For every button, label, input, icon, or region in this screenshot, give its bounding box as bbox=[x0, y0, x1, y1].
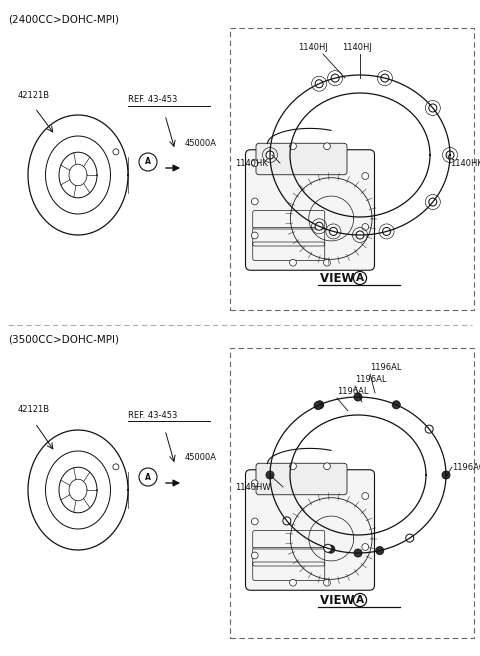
Circle shape bbox=[446, 151, 454, 159]
Text: 1196AL: 1196AL bbox=[355, 375, 386, 384]
Text: 1140HJ: 1140HJ bbox=[298, 43, 328, 52]
Circle shape bbox=[354, 549, 362, 557]
Text: 42121B: 42121B bbox=[18, 91, 50, 100]
Text: VIEW: VIEW bbox=[320, 594, 359, 607]
Circle shape bbox=[289, 463, 296, 470]
Text: 1140HJ: 1140HJ bbox=[342, 43, 372, 52]
Circle shape bbox=[362, 493, 369, 499]
Text: (2400CC>DOHC-MPI): (2400CC>DOHC-MPI) bbox=[8, 14, 119, 24]
Circle shape bbox=[324, 143, 330, 150]
Circle shape bbox=[383, 228, 391, 236]
Circle shape bbox=[324, 544, 332, 552]
Circle shape bbox=[252, 480, 258, 487]
Circle shape bbox=[314, 401, 322, 409]
Bar bbox=[230, 28, 474, 310]
Text: 45000A: 45000A bbox=[185, 138, 217, 148]
Circle shape bbox=[381, 74, 389, 82]
Text: 1196AC: 1196AC bbox=[452, 462, 480, 472]
Circle shape bbox=[425, 425, 433, 433]
Text: REF. 43-453: REF. 43-453 bbox=[128, 411, 178, 419]
Text: (3500CC>DOHC-MPI): (3500CC>DOHC-MPI) bbox=[8, 335, 119, 345]
Circle shape bbox=[252, 160, 258, 167]
Circle shape bbox=[406, 534, 414, 542]
Text: 42121B: 42121B bbox=[18, 405, 50, 415]
Text: 1140HK: 1140HK bbox=[235, 159, 268, 167]
Circle shape bbox=[289, 143, 296, 150]
FancyBboxPatch shape bbox=[256, 463, 347, 495]
Circle shape bbox=[324, 463, 330, 470]
Text: A: A bbox=[356, 273, 364, 283]
Circle shape bbox=[252, 232, 258, 239]
Circle shape bbox=[429, 104, 437, 112]
Circle shape bbox=[327, 545, 335, 553]
FancyBboxPatch shape bbox=[256, 143, 347, 174]
Circle shape bbox=[252, 518, 258, 525]
Text: 1140HW: 1140HW bbox=[235, 483, 271, 491]
Circle shape bbox=[315, 222, 323, 230]
Text: 45000A: 45000A bbox=[185, 453, 217, 462]
Circle shape bbox=[331, 74, 339, 82]
Circle shape bbox=[315, 80, 323, 88]
Circle shape bbox=[324, 579, 330, 586]
Circle shape bbox=[316, 401, 324, 409]
Circle shape bbox=[442, 471, 450, 479]
Text: REF. 43-453: REF. 43-453 bbox=[128, 96, 178, 104]
Circle shape bbox=[266, 151, 274, 159]
Circle shape bbox=[356, 231, 364, 239]
Text: 1140HK: 1140HK bbox=[450, 159, 480, 167]
Text: 1196AL: 1196AL bbox=[337, 388, 369, 396]
Text: 1196AL: 1196AL bbox=[370, 363, 401, 373]
Text: A: A bbox=[356, 595, 364, 605]
Circle shape bbox=[362, 224, 369, 230]
Circle shape bbox=[362, 173, 369, 179]
Circle shape bbox=[266, 471, 274, 479]
Circle shape bbox=[354, 393, 362, 401]
Bar bbox=[230, 348, 474, 638]
FancyBboxPatch shape bbox=[245, 150, 374, 270]
Circle shape bbox=[289, 259, 296, 266]
Circle shape bbox=[283, 517, 291, 525]
Circle shape bbox=[252, 552, 258, 559]
Text: VIEW: VIEW bbox=[320, 272, 359, 285]
Circle shape bbox=[324, 259, 330, 266]
Circle shape bbox=[329, 228, 337, 236]
Circle shape bbox=[362, 544, 369, 550]
Text: A: A bbox=[145, 157, 151, 167]
Text: A: A bbox=[145, 472, 151, 482]
Circle shape bbox=[289, 579, 296, 586]
Circle shape bbox=[429, 198, 437, 206]
Circle shape bbox=[392, 401, 400, 409]
FancyBboxPatch shape bbox=[245, 470, 374, 590]
Circle shape bbox=[376, 546, 384, 554]
Circle shape bbox=[252, 198, 258, 205]
